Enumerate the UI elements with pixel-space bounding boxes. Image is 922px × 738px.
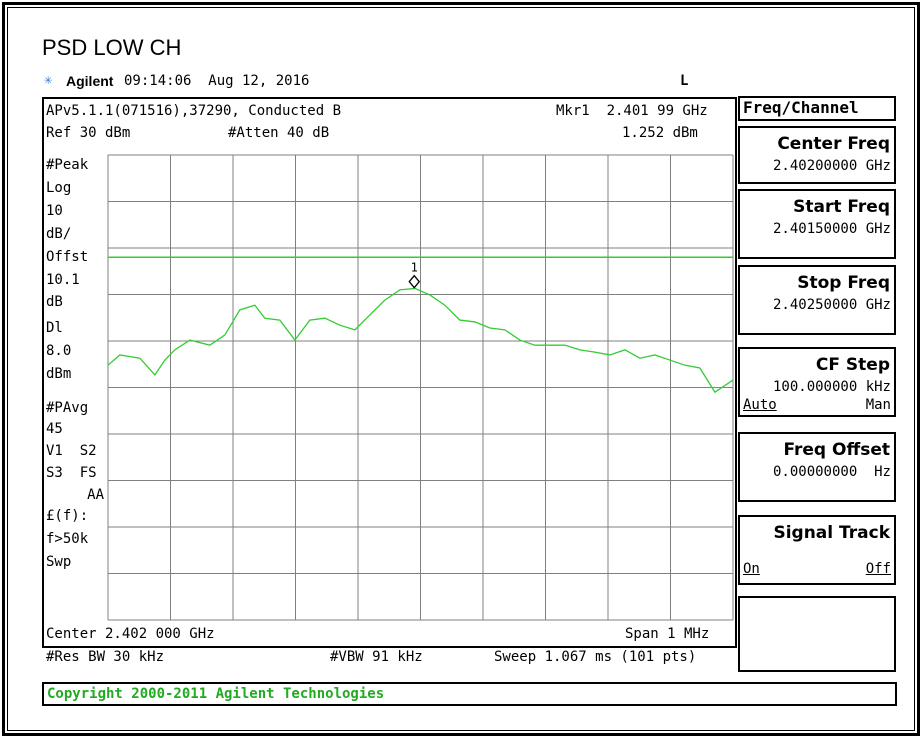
side-label: 10.1 [46, 272, 80, 288]
softkey-value: 2.40150000 GHz [772, 221, 891, 237]
softkey[interactable]: CF Step 100.000000 kHz Auto Man [738, 347, 896, 417]
title: PSD LOW CH [42, 35, 182, 60]
timestamp: 09:14:06 Aug 12, 2016 [124, 73, 310, 89]
brand: Agilent [66, 73, 114, 89]
softkey-label: Center Freq [777, 134, 890, 154]
softkey-option: Auto [743, 397, 777, 413]
marker-freq: Mkr1 2.401 99 GHz [556, 103, 708, 119]
span: Span 1 MHz [625, 626, 710, 642]
side-label: #PAvg [46, 400, 89, 416]
softkey[interactable] [738, 596, 896, 672]
side-label: V1 S2 [46, 443, 97, 459]
info: APv5.1.1(071516),37290, Conducted B [46, 103, 342, 119]
side-label: Offst [46, 249, 89, 265]
inner-frame [7, 7, 915, 731]
marker-value: 1.252 dBm [622, 125, 698, 141]
menu-title-box [738, 96, 896, 121]
softkey-value: 100.000000 kHz [772, 379, 891, 395]
softkey[interactable]: Stop Freq 2.40250000 GHz [738, 265, 896, 335]
display-area [42, 97, 737, 648]
sweep: Sweep 1.067 ms (101 pts) [494, 649, 697, 665]
side-label: #Peak [46, 157, 89, 173]
side-label: 45 [46, 421, 63, 437]
side-label: dB [46, 294, 63, 310]
side-label: Dl [46, 320, 63, 336]
side-label: 10 [46, 203, 63, 219]
center: Center 2.402 000 GHz [46, 626, 215, 642]
softkey-option: Off [865, 561, 891, 577]
softkey-value: 0.00000000 Hz [772, 464, 891, 480]
side-label: dB/ [46, 226, 72, 242]
rbw: #Res BW 30 kHz [46, 649, 165, 665]
softkey[interactable]: Signal Track On Off [738, 515, 896, 585]
side-label: dBm [46, 366, 72, 382]
vbw: #VBW 91 kHz [330, 649, 423, 665]
side-label: f>50k [46, 531, 89, 547]
softkey-label: Stop Freq [797, 273, 890, 293]
softkey[interactable]: Center Freq 2.40200000 GHz [738, 126, 896, 184]
softkey-option: On [743, 561, 760, 577]
menu-title[interactable]: Freq/Channel [743, 98, 859, 117]
marker-label: 1 [411, 261, 418, 275]
trace [107, 287, 734, 394]
logo-icon: ✳ [44, 72, 53, 88]
status-bar [42, 682, 897, 706]
softkey[interactable]: Freq Offset 0.00000000 Hz [738, 432, 896, 502]
side-label: S3 FS [46, 465, 97, 481]
side-label: £(f): [46, 508, 89, 524]
side-label: 8.0 [46, 343, 72, 359]
softkey-label: Start Freq [793, 197, 890, 217]
side-label: Log [46, 180, 72, 196]
ref-level: Ref 30 dBm [46, 125, 131, 141]
side-label: Swp [46, 554, 72, 570]
softkey-label: Signal Track [773, 523, 890, 543]
side-label: AA [87, 487, 104, 503]
softkey-label: Freq Offset [783, 440, 890, 460]
softkey-label: CF Step [815, 355, 890, 375]
softkey[interactable]: Start Freq 2.40150000 GHz [738, 189, 896, 259]
softkey-option: Man [865, 397, 891, 413]
softkey-value: 2.40200000 GHz [772, 158, 891, 174]
marker [408, 274, 421, 289]
softkey-value: 2.40250000 GHz [772, 297, 891, 313]
atten: #Atten 40 dB [228, 125, 330, 141]
copyright: Copyright 2000-2011 Agilent Technologies [47, 686, 385, 702]
mode: L [680, 73, 689, 89]
